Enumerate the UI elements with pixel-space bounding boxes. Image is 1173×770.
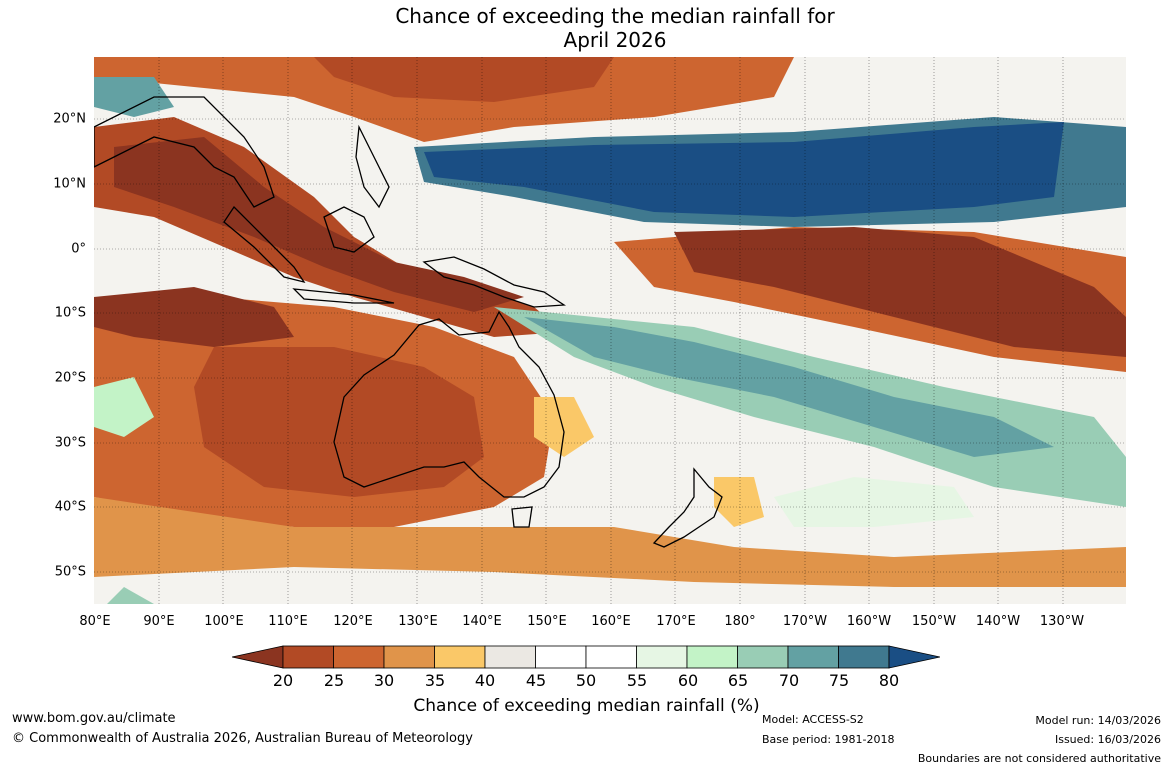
colorbar-segment: [333, 645, 385, 669]
coastlines: [94, 96, 723, 548]
colorbar-segment: [434, 645, 486, 669]
cb-tick-20: 20: [272, 671, 294, 690]
lon-label-80e: 80°E: [79, 614, 111, 629]
colorbar-segment: [282, 645, 334, 669]
colorbar-segment: [737, 645, 789, 669]
cb-tick-40: 40: [474, 671, 496, 690]
model-text: Model: ACCESS-S2: [762, 713, 864, 726]
colorbar-arrow-high: [888, 645, 940, 669]
cb-tick-35: 35: [424, 671, 446, 690]
cb-tick-30: 30: [373, 671, 395, 690]
colorbar-arrow-low: [232, 645, 284, 669]
colorbar-segment: [585, 645, 637, 669]
colorbar-segment: [636, 645, 688, 669]
colorbar-segment: [383, 645, 435, 669]
colorbar-segment: [686, 645, 738, 669]
map-title: Chance of exceeding the median rainfall …: [0, 4, 1173, 52]
cb-tick-60: 60: [677, 671, 699, 690]
lon-label-110e: 110°E: [268, 614, 308, 629]
colorbar-segment: [535, 645, 587, 669]
lat-label-30s: 30°S: [54, 435, 86, 451]
map-title-line1: Chance of exceeding the median rainfall …: [395, 4, 835, 28]
model-run-text: Model run: 14/03/2026: [1035, 714, 1161, 727]
lat-label-10n: 10°N: [53, 176, 86, 192]
cb-tick-55: 55: [626, 671, 648, 690]
lat-label-10s: 10°S: [54, 305, 86, 321]
lon-label-160w: 160°W: [846, 614, 892, 629]
colorbar-label: Chance of exceeding median rainfall (%): [413, 696, 760, 716]
lon-label-130w: 130°W: [1039, 614, 1085, 629]
lon-label-150e: 150°E: [527, 614, 567, 629]
lat-label-0: 0°: [71, 241, 86, 257]
cb-tick-70: 70: [778, 671, 800, 690]
issued-text: Issued: 16/03/2026: [1054, 733, 1161, 746]
lat-label-50s: 50°S: [54, 564, 86, 580]
lon-label-130e: 130°E: [398, 614, 438, 629]
colorbar-segment: [787, 645, 839, 669]
lat-label-20n: 20°N: [53, 111, 86, 127]
base-period-text: Base period: 1981-2018: [762, 733, 895, 746]
rainfall-shading: [94, 57, 1126, 604]
lon-label-170e: 170°E: [656, 614, 696, 629]
copyright-text: © Commonwealth of Australia 2026, Austra…: [12, 731, 473, 746]
cb-tick-25: 25: [323, 671, 345, 690]
lat-label-20s: 20°S: [54, 370, 86, 386]
disclaimer-text: Boundaries are not considered authoritat…: [917, 752, 1161, 765]
cb-tick-75: 75: [828, 671, 850, 690]
colorbar-segment: [838, 645, 890, 669]
colorbar: [232, 645, 940, 669]
cb-tick-80: 80: [878, 671, 900, 690]
lat-label-40s: 40°S: [54, 499, 86, 515]
lon-label-140e: 140°E: [462, 614, 502, 629]
rainfall-probability-map: [94, 57, 1126, 604]
website-text: www.bom.gov.au/climate: [12, 711, 176, 726]
graticule: [94, 57, 1126, 604]
lon-label-150w: 150°W: [911, 614, 957, 629]
lon-label-170w: 170°W: [782, 614, 828, 629]
lon-label-100e: 100°E: [204, 614, 244, 629]
lon-label-120e: 120°E: [333, 614, 373, 629]
cb-tick-45: 45: [525, 671, 547, 690]
cb-tick-50: 50: [575, 671, 597, 690]
lon-label-140w: 140°W: [975, 614, 1021, 629]
lon-label-180: 180°: [724, 614, 756, 629]
lon-label-160e: 160°E: [591, 614, 631, 629]
cb-tick-65: 65: [727, 671, 749, 690]
lon-label-90e: 90°E: [143, 614, 175, 629]
map-title-line2: April 2026: [563, 28, 667, 52]
colorbar-segment: [484, 645, 536, 669]
